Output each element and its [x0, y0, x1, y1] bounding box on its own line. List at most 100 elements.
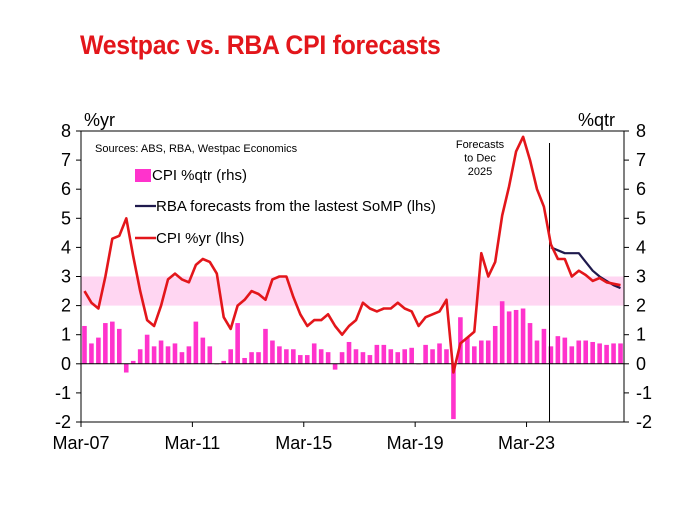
cpi-qtr-bar — [96, 337, 101, 364]
cpi-yr-line — [83, 135, 621, 374]
right-tick-label: 6 — [636, 179, 646, 199]
cpi-qtr-bar — [583, 340, 589, 364]
cpi-qtr-bars — [82, 301, 623, 420]
x-tick-label: Mar-07 — [52, 433, 109, 453]
cpi-qtr-bar — [284, 349, 289, 364]
right-tick-label: 3 — [636, 267, 646, 287]
cpi-qtr-bar — [499, 301, 505, 364]
cpi-qtr-bar — [506, 311, 512, 364]
cpi-qtr-bar — [548, 346, 554, 364]
cpi-qtr-bar — [207, 346, 213, 364]
chart-title: Westpac vs. RBA CPI forecasts — [80, 30, 441, 60]
target-band — [81, 276, 624, 306]
cpi-qtr-bar — [221, 360, 227, 364]
left-tick-label: 2 — [61, 296, 71, 316]
cpi-qtr-bar — [590, 341, 595, 364]
cpi-qtr-bar — [339, 352, 345, 364]
left-tick-label: 4 — [61, 237, 71, 257]
cpi-qtr-bar — [430, 349, 435, 364]
cpi-qtr-bar — [263, 328, 268, 364]
cpi-qtr-bar — [541, 328, 547, 364]
cpi-qtr-bar — [618, 343, 623, 364]
cpi-qtr-bar — [409, 347, 414, 364]
cpi-qtr-bar — [562, 337, 568, 364]
cpi-qtr-bar — [367, 355, 373, 364]
cpi-qtr-bar — [492, 325, 498, 364]
cpi-qtr-bar — [291, 349, 296, 364]
cpi-qtr-bar — [472, 346, 477, 364]
cpi-qtr-bar — [444, 349, 449, 364]
cpi-qtr-bar — [374, 344, 380, 364]
forecast-note-line: Forecasts — [456, 139, 505, 151]
cpi-qtr-bar — [485, 340, 491, 364]
right-tick-label: -1 — [636, 383, 652, 403]
cpi-qtr-bar — [569, 346, 575, 364]
left-tick-label: 7 — [61, 150, 71, 170]
cpi-qtr-bar — [179, 352, 185, 364]
right-tick-label: 0 — [636, 354, 646, 374]
cpi-qtr-bar — [158, 340, 164, 364]
cpi-qtr-bar — [103, 323, 108, 364]
legend-label: CPI %yr (lhs) — [156, 230, 244, 247]
left-tick-label: 6 — [61, 179, 71, 199]
right-tick-label: 1 — [636, 325, 646, 345]
x-tick-label: Mar-23 — [498, 433, 555, 453]
cpi-qtr-bar — [597, 343, 602, 364]
cpi-qtr-bar — [520, 308, 526, 364]
cpi-qtr-bar — [82, 325, 87, 364]
cpi-qtr-bar — [89, 343, 94, 364]
right-tick-label: 7 — [636, 150, 646, 170]
left-axis-ticks: -2 -1 0 1 2 3 4 5 6 7 8 — [55, 121, 81, 432]
cpi-qtr-bar — [304, 355, 310, 364]
cpi-qtr-bar — [458, 317, 463, 364]
cpi-qtr-bar — [534, 340, 540, 364]
cpi-qtr-bar — [346, 341, 352, 364]
cpi-qtr-bar — [513, 309, 519, 364]
right-axis-ticks: -2 -1 0 1 2 3 4 5 6 7 8 — [624, 121, 652, 432]
cpi-qtr-bar — [318, 349, 324, 364]
legend-label: RBA forecasts from the lastest SoMP (lhs… — [156, 198, 436, 215]
cpi-qtr-bar — [186, 346, 192, 364]
cpi-qtr-bar — [256, 352, 261, 364]
cpi-qtr-bar — [611, 343, 616, 364]
cpi-qtr-bar — [527, 323, 533, 364]
cpi-qtr-bar — [235, 323, 240, 364]
legend: CPI %qtr (rhs) RBA forecasts from the las… — [135, 167, 436, 247]
cpi-qtr-bar — [200, 337, 206, 364]
cpi-qtr-bar — [332, 363, 338, 370]
left-tick-label: -1 — [55, 383, 71, 403]
cpi-qtr-bar — [311, 343, 317, 364]
right-tick-label: -2 — [636, 412, 652, 432]
cpi-qtr-bar — [144, 334, 150, 364]
cpi-qtr-bar — [242, 357, 247, 364]
cpi-qtr-bar — [116, 328, 122, 364]
left-tick-label: -2 — [55, 412, 71, 432]
left-tick-label: 3 — [61, 267, 71, 287]
cpi-qtr-bar — [395, 352, 401, 364]
right-tick-label: 8 — [636, 121, 646, 141]
cpi-qtr-bar — [172, 343, 178, 364]
cpi-qtr-bar — [388, 349, 394, 364]
legend-swatch-cpi-qtr — [135, 169, 151, 182]
cpi-qtr-bar — [228, 349, 233, 364]
right-tick-label: 5 — [636, 208, 646, 228]
right-axis-unit: %qtr — [578, 110, 615, 130]
cpi-qtr-bar — [353, 349, 359, 364]
cpi-qtr-bar — [110, 321, 115, 364]
x-tick-label: Mar-19 — [387, 433, 444, 453]
left-tick-label: 1 — [61, 325, 71, 345]
cpi-qtr-bar — [249, 352, 254, 364]
cpi-qtr-bar — [423, 344, 428, 364]
cpi-qtr-bar — [360, 352, 366, 364]
left-tick-label: 0 — [61, 354, 71, 374]
source-note: Sources: ABS, RBA, Westpac Economics — [95, 143, 298, 155]
cpi-qtr-bar — [402, 349, 408, 364]
right-tick-label: 2 — [636, 296, 646, 316]
cpi-qtr-bar — [151, 346, 157, 364]
left-tick-label: 5 — [61, 208, 71, 228]
cpi-qtr-bar — [165, 346, 171, 364]
x-tick-label: Mar-15 — [275, 433, 332, 453]
cpi-qtr-bar — [325, 352, 331, 364]
legend-label: CPI %qtr (rhs) — [152, 167, 247, 184]
